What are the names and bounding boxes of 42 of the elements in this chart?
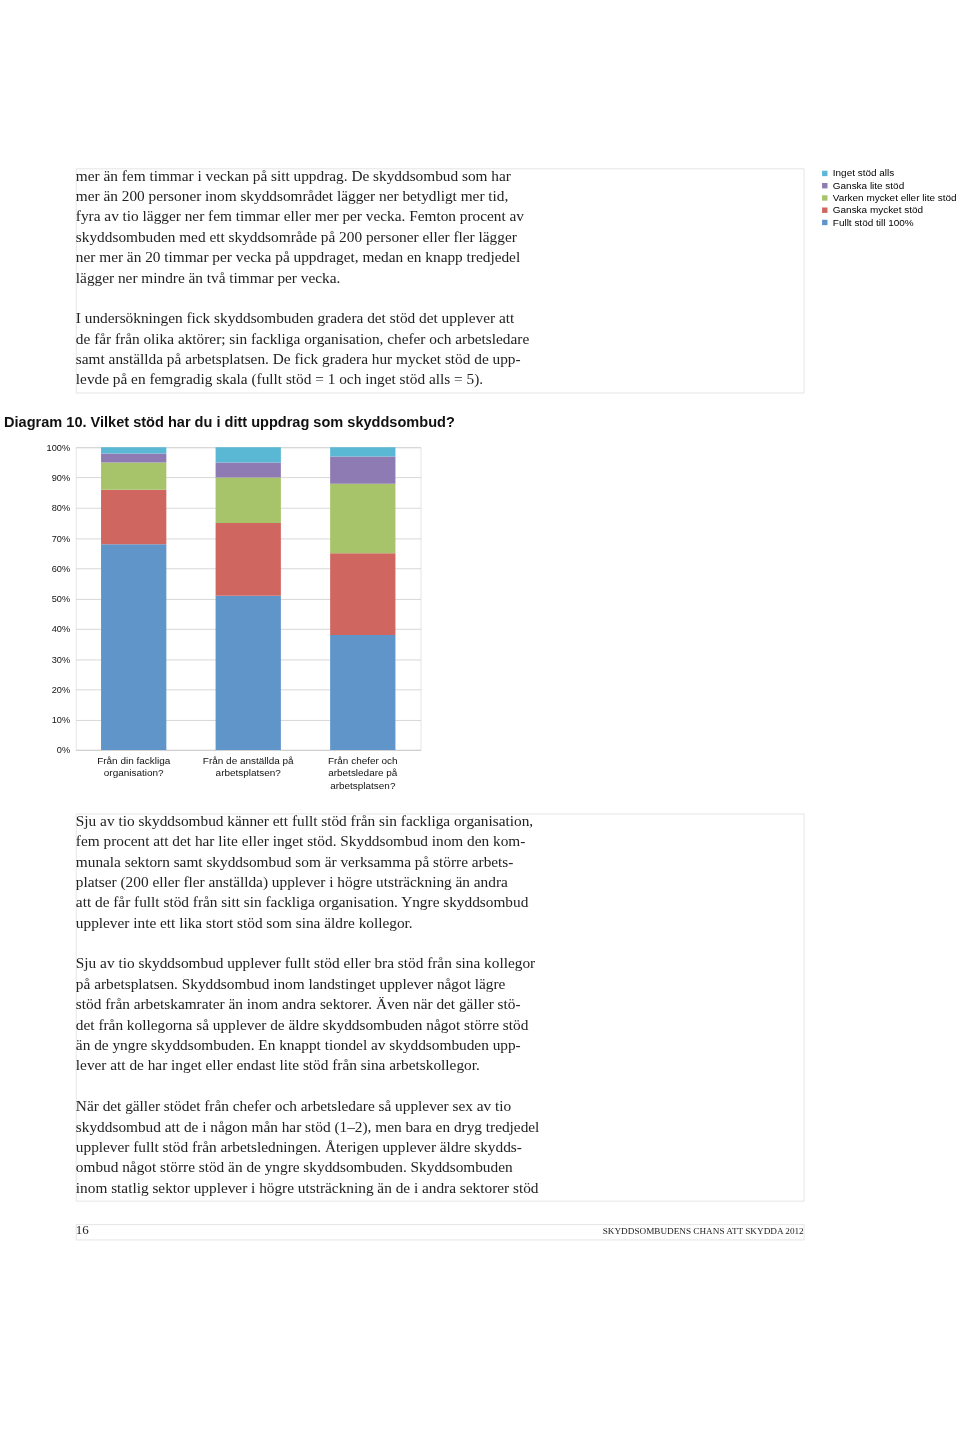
y-tick-label: 80% xyxy=(51,503,71,514)
x-tick-label: Från chefer och arbetsledare på arbetsplatsen? xyxy=(327,755,398,791)
text: mer än fem timmar i veckan på sitt uppdrag. De skyddsombud som har mer än 200 personer inom skyddsområdet lägger ner betydligt mer tid, fyra av tio lägger ner fem timmar eller mer per vecka. Femton procent av skyddsombuden med ett skyddsområde på 200 personer eller fler lägger ner mer än 20 timmar per vecka på uppdraget, medan en knapp tredjedel lägger ner mindre än två timmar per vecka. xyxy=(75,166,525,286)
y-tick-label: 10% xyxy=(51,715,71,726)
legend-label: Fullt stöd till 100% xyxy=(832,216,914,228)
legend-label: Inget stöd alls xyxy=(832,167,895,179)
text: I undersökningen fick skyddsombuden gradera det stöd det upplever att de får från olika aktörer; sin fackliga organisation, chefer och arbetsledare samt anställda på arbetsplatsen. De fick gradera hur mycket stöd de upp- levde på en femgradig skala (fullt stöd = 1 och inget stöd alls = 5). xyxy=(75,309,530,389)
bar xyxy=(330,447,396,457)
bar xyxy=(215,522,281,596)
bar xyxy=(101,462,167,490)
bar xyxy=(330,634,396,750)
bar xyxy=(101,453,167,463)
text: 16 xyxy=(75,1222,90,1238)
bar xyxy=(330,483,396,554)
bar xyxy=(101,489,167,545)
bar xyxy=(330,456,396,484)
legend-label: Ganska lite stöd xyxy=(832,179,905,191)
bar xyxy=(215,477,281,523)
y-tick-label: 30% xyxy=(51,654,71,665)
bar xyxy=(101,544,167,750)
chart-title: Diagram 10. Vilket stöd har du i ditt uppdrag som skyddsombud? xyxy=(4,414,455,431)
bar xyxy=(215,462,281,478)
x-tick-label: Från de anställda på arbetsplatsen? xyxy=(202,755,295,779)
bar xyxy=(330,553,396,635)
y-tick-label: 50% xyxy=(51,594,71,605)
y-tick-label: 20% xyxy=(51,684,71,695)
y-tick-label: 70% xyxy=(51,533,71,544)
text: Sju av tio skyddsombud upplever fullt stöd eller bra stöd från sina kollegor på arbetsplatsen. Skyddsombud inom landstinget upplever något lägre stöd från arbetskamrater än inom andra sektorer. Även när det gäller stö- det från kollegorna så upplever de äldre skyddsombuden något större stöd än de yngre skyddsombuden. En knappt tiondel av skyddsombuden upp- lever att de har inget eller endast lite stöd från sina arbetskollegor. xyxy=(75,954,536,1074)
text: När det gäller stödet från chefer och arbetsledare så upplever sex av tio skyddsombud att de i någon mån har stöd (1–2), men bara en dryg tredjedel upplever fullt stöd från arbetsledningen. Återigen upplever äldre skydds- ombud något större stöd än de yngre skyddsombuden. Skyddsombuden inom statlig sektor upplever i högre utsträckning än de i andra sektorer stöd xyxy=(75,1097,540,1196)
legend-label: Varken mycket eller lite stöd xyxy=(832,192,957,204)
y-tick-label: 60% xyxy=(51,563,71,574)
bar xyxy=(215,595,281,750)
legend-label: Ganska mycket stöd xyxy=(832,204,923,216)
y-tick-label: 90% xyxy=(51,473,71,484)
y-tick-label: 100% xyxy=(46,442,71,453)
bar xyxy=(101,447,167,454)
y-tick-label: 40% xyxy=(51,624,71,635)
text: SKYDDSOMBUDENS CHANS ATT SKYDDA 2012 xyxy=(602,1226,805,1237)
x-tick-label: Från din fackliga organisation? xyxy=(97,755,171,779)
text: Sju av tio skyddsombud känner ett fullt stöd från sin fackliga organisation, fem procent att det har lite eller inget stöd. Skyddsombud inom den kom- munala sektorn samt skyddsombud som är verksamma på större arbets- platser (200 eller fler anställda) upplever i högre utsträckning än andra att de får fullt stöd från sitt sin fackliga organisation. Yngre skyddsombud upplever inte ett lika stort stöd som sina äldre kollegor. xyxy=(75,811,534,931)
y-tick-label: 0% xyxy=(56,745,71,756)
bar xyxy=(215,447,281,463)
